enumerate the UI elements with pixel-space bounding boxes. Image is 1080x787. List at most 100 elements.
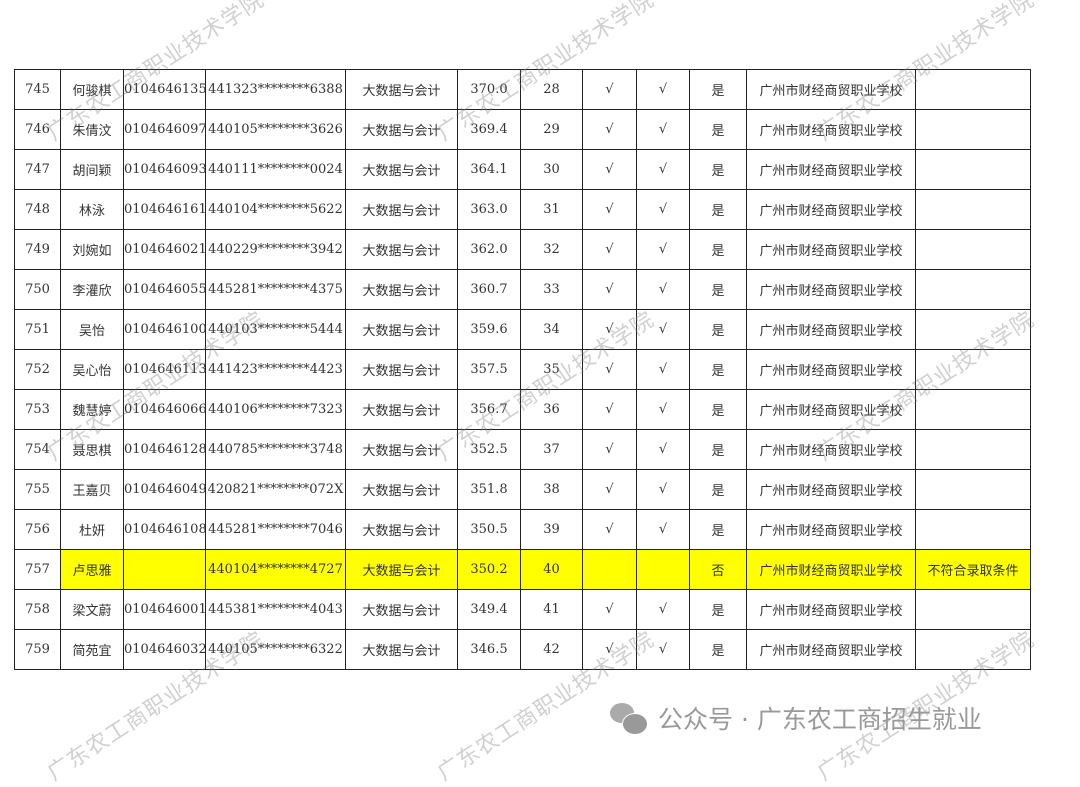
check-2: √ (636, 189, 690, 230)
table-row: 755 王嘉贝 0104646049 420821********072X 大数据与会计… (14, 469, 1031, 510)
student-name: 刘婉如 (60, 229, 124, 270)
check-2: √ (636, 509, 690, 550)
rank: 37 (520, 429, 583, 470)
check-1: √ (582, 269, 637, 310)
qualified: 是 (689, 469, 747, 510)
exam-id: 0104646135 (123, 69, 206, 110)
student-name: 聂思棋 (60, 429, 124, 470)
school: 广州市财经商贸职业学校 (746, 309, 916, 350)
score: 370.0 (457, 69, 521, 110)
score: 352.5 (457, 429, 521, 470)
check-1: √ (582, 229, 637, 270)
student-name: 何骏棋 (60, 69, 124, 110)
rank: 29 (520, 109, 583, 150)
rank: 28 (520, 69, 583, 110)
check-2: √ (636, 389, 690, 430)
table-row: 747 胡间颖 0104646093 440111********0024 大数据与会计… (14, 149, 1031, 190)
student-name: 林泳 (60, 189, 124, 230)
student-name: 朱倩汶 (60, 109, 124, 150)
exam-id (123, 549, 206, 590)
table-row: 750 李灌欣 0104646055 445281********4375 大数据与会计… (14, 269, 1031, 310)
qualified: 是 (689, 109, 747, 150)
footer-text: 公众号 · 广东农工商招生就业 (658, 705, 982, 734)
check-2: √ (636, 629, 690, 670)
row-number: 746 (14, 109, 61, 150)
score: 351.8 (457, 469, 521, 510)
table-row: 759 简苑宜 0104646032 440105********6322 大数据与会计… (14, 629, 1031, 670)
qualified: 是 (689, 69, 747, 110)
remark (915, 309, 1031, 350)
id-card: 445281********4375 (205, 269, 346, 310)
remark: 不符合录取条件 (915, 549, 1031, 590)
rank: 30 (520, 149, 583, 190)
check-1: √ (582, 389, 637, 430)
rank: 35 (520, 349, 583, 390)
check-1: √ (582, 189, 637, 230)
id-card: 440229********3942 (205, 229, 346, 270)
check-1: √ (582, 69, 637, 110)
major: 大数据与会计 (345, 469, 458, 510)
rank: 31 (520, 189, 583, 230)
school: 广州市财经商贸职业学校 (746, 229, 916, 270)
score: 360.7 (457, 269, 521, 310)
major: 大数据与会计 (345, 389, 458, 430)
student-name: 李灌欣 (60, 269, 124, 310)
rank: 38 (520, 469, 583, 510)
exam-id: 0104646093 (123, 149, 206, 190)
qualified: 是 (689, 629, 747, 670)
major: 大数据与会计 (345, 309, 458, 350)
remark (915, 429, 1031, 470)
student-name: 杜妍 (60, 509, 124, 550)
exam-id: 0104646128 (123, 429, 206, 470)
qualified: 是 (689, 309, 747, 350)
rank: 36 (520, 389, 583, 430)
check-1 (582, 549, 637, 590)
school: 广州市财经商贸职业学校 (746, 109, 916, 150)
remark (915, 229, 1031, 270)
score: 369.4 (457, 109, 521, 150)
major: 大数据与会计 (345, 149, 458, 190)
admission-list-table: 745 何骏棋 0104646135 441323********6388 大数据与会计… (14, 69, 1031, 670)
score: 350.5 (457, 509, 521, 550)
row-number: 758 (14, 589, 61, 630)
exam-id: 0104646032 (123, 629, 206, 670)
id-card: 440104********5622 (205, 189, 346, 230)
student-name: 吴心怡 (60, 349, 124, 390)
remark (915, 469, 1031, 510)
row-number: 747 (14, 149, 61, 190)
id-card: 420821********072X (205, 469, 346, 510)
check-1: √ (582, 309, 637, 350)
row-number: 752 (14, 349, 61, 390)
row-number: 748 (14, 189, 61, 230)
major: 大数据与会计 (345, 549, 458, 590)
major: 大数据与会计 (345, 229, 458, 270)
remark (915, 69, 1031, 110)
exam-id: 0104646100 (123, 309, 206, 350)
row-number: 759 (14, 629, 61, 670)
wechat-icon (610, 703, 648, 735)
school: 广州市财经商贸职业学校 (746, 549, 916, 590)
student-name: 梁文蔚 (60, 589, 124, 630)
id-card: 445281********7046 (205, 509, 346, 550)
school: 广州市财经商贸职业学校 (746, 349, 916, 390)
check-1: √ (582, 349, 637, 390)
exam-id: 0104646049 (123, 469, 206, 510)
qualified: 是 (689, 389, 747, 430)
table-row: 756 杜妍 0104646108 445281********7046 大数据与会计 3… (14, 509, 1031, 550)
check-1: √ (582, 109, 637, 150)
table-row: 749 刘婉如 0104646021 440229********3942 大数据与会计… (14, 229, 1031, 270)
remark (915, 109, 1031, 150)
student-name: 胡间颖 (60, 149, 124, 190)
rank: 41 (520, 589, 583, 630)
check-2: √ (636, 269, 690, 310)
check-2: √ (636, 349, 690, 390)
exam-id: 0104646001 (123, 589, 206, 630)
footer-account: 公众号 · 广东农工商招生就业 (610, 700, 982, 736)
table-row: 757 卢思雅 440104********4727 大数据与会计 350.2 40 否广州… (14, 549, 1031, 590)
remark (915, 149, 1031, 190)
score: 357.5 (457, 349, 521, 390)
qualified: 是 (689, 589, 747, 630)
major: 大数据与会计 (345, 629, 458, 670)
check-1: √ (582, 429, 637, 470)
major: 大数据与会计 (345, 269, 458, 310)
